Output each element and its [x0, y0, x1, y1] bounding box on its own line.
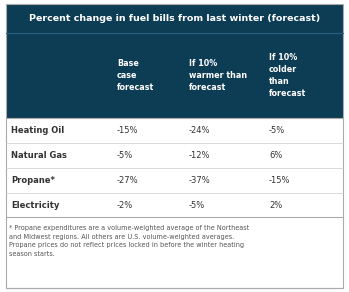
Text: -5%: -5%: [269, 126, 285, 135]
Bar: [6, 33, 343, 118]
Text: If 10%
warmer than
forecast: If 10% warmer than forecast: [189, 59, 247, 92]
Text: Propane*: Propane*: [11, 176, 55, 185]
Text: 2%: 2%: [269, 201, 282, 210]
Text: -2%: -2%: [117, 201, 133, 210]
Text: 6%: 6%: [269, 151, 282, 160]
Text: -15%: -15%: [117, 126, 139, 135]
Text: * Propane expenditures are a volume-weighted average of the Northeast
and Midwes: * Propane expenditures are a volume-weig…: [9, 225, 249, 257]
Text: Electricity: Electricity: [11, 201, 59, 210]
Bar: [6, 118, 343, 218]
Bar: [6, 223, 343, 288]
Text: -24%: -24%: [189, 126, 210, 135]
Text: Base
case
forecast: Base case forecast: [117, 59, 154, 92]
Text: Percent change in fuel bills from last winter (forecast): Percent change in fuel bills from last w…: [29, 14, 320, 23]
Text: -15%: -15%: [269, 176, 290, 185]
Text: -12%: -12%: [189, 151, 210, 160]
Text: -5%: -5%: [117, 151, 133, 160]
Text: If 10%
colder
than
forecast: If 10% colder than forecast: [269, 53, 306, 98]
Text: Heating Oil: Heating Oil: [11, 126, 64, 135]
Text: -27%: -27%: [117, 176, 139, 185]
Text: -5%: -5%: [189, 201, 205, 210]
Bar: [6, 4, 343, 33]
Text: -37%: -37%: [189, 176, 211, 185]
Text: Natural Gas: Natural Gas: [11, 151, 67, 160]
